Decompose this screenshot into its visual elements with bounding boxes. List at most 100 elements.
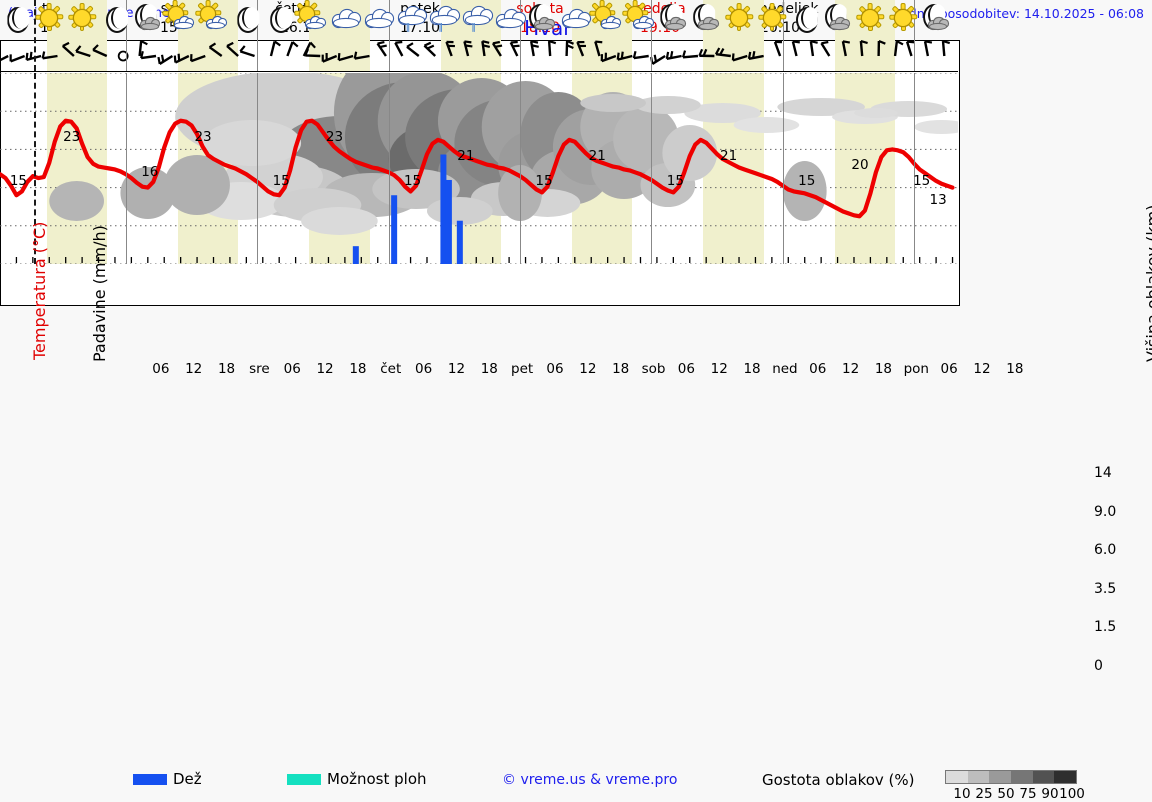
temperature-label-max: 20 (851, 157, 868, 173)
wind-barb (63, 43, 74, 56)
cloudheight-tick: 6.0 (1094, 542, 1116, 558)
wind-barb (511, 42, 520, 56)
day-separator (126, 73, 127, 264)
x-tick-label: 06 (546, 361, 563, 377)
temperature-label-max: 23 (194, 129, 211, 145)
wind-barb (602, 53, 616, 61)
day-separator (651, 40, 652, 71)
wind-barb (158, 55, 172, 64)
cloud-density-tick: 100 (1059, 786, 1085, 802)
x-tick-label: 18 (349, 361, 366, 377)
x-tick-label: 18 (875, 361, 892, 377)
temperature-label-min: 15 (798, 173, 815, 189)
day-separator (783, 73, 784, 264)
wind-barb (424, 43, 435, 56)
cloudheight-tick: 14 (1094, 465, 1112, 481)
x-tick-label: sob (642, 361, 666, 377)
current-time-line (34, 40, 36, 71)
cloudheight-tick: 9.0 (1094, 504, 1116, 520)
x-tick-label: 18 (1006, 361, 1023, 377)
wind-barb (227, 43, 238, 56)
day-separator (389, 40, 390, 71)
cloud-density-tick: 50 (997, 786, 1014, 802)
day-separator (783, 40, 784, 71)
temperature-label-max: 21 (589, 148, 606, 164)
temperature-label-min: 16 (141, 164, 158, 180)
wind-barb (0, 56, 8, 63)
temperature-axis-title: Temperatura (°C) (30, 222, 49, 360)
wind-barb (305, 49, 320, 56)
x-tick-label: pon (904, 361, 929, 377)
day-separator (520, 40, 521, 71)
temperature-label-min: 13 (930, 192, 947, 208)
x-tick-label: 12 (579, 361, 596, 377)
wind-barb (811, 41, 818, 56)
copyright-link[interactable]: © vreme.us & vreme.pro (502, 772, 677, 788)
wind-barb (907, 42, 914, 56)
wind-barb (210, 43, 222, 56)
cloudheight-tick: 0 (1094, 658, 1103, 674)
day-separator (914, 73, 915, 264)
day-separator (520, 73, 521, 264)
wind-barb (733, 53, 747, 60)
cloud-density-tick: 25 (975, 786, 992, 802)
weather-icons-band: ‖‖‖ (0, 40, 958, 72)
temperature-label-min: 15 (535, 173, 552, 189)
x-tick-label: pet (511, 361, 533, 377)
x-tick-label: 12 (973, 361, 990, 377)
wind-barb (716, 48, 731, 56)
wind-barb (191, 54, 205, 61)
wind-barbs (0, 40, 958, 72)
temperature-label-max: 21 (457, 148, 474, 164)
wind-barb (683, 51, 698, 58)
day-separator (389, 73, 390, 264)
cloud-density-step (1054, 771, 1076, 783)
wind-barb (699, 49, 714, 56)
x-tick-label: 06 (809, 361, 826, 377)
wind-barb (634, 51, 649, 58)
wind-barb (140, 41, 148, 56)
x-tick-label: ned (772, 361, 797, 377)
cloud-density-colorbar (945, 770, 1077, 784)
wind-barb (925, 41, 932, 56)
temperature-label-max: 23 (63, 129, 80, 145)
wind-barb (287, 42, 297, 56)
wind-barb (240, 46, 254, 56)
x-tick-label: 18 (612, 361, 629, 377)
temperature-label-min: 15 (667, 173, 684, 189)
wind-barb (339, 53, 353, 60)
cloud-density-tick: 75 (1019, 786, 1036, 802)
wind-barb (651, 55, 665, 64)
wind-barb (567, 41, 574, 56)
wind-barb (395, 42, 402, 56)
cloudheight-axis-title: Višina oblakov (km) (1143, 205, 1152, 362)
rain-legend-swatch (133, 774, 167, 785)
wind-barb (861, 41, 868, 56)
shower-legend-label: Možnost ploh (327, 770, 427, 788)
x-tick-label: 06 (284, 361, 301, 377)
wind-barb (879, 41, 886, 56)
temperature-label-min: 15 (10, 173, 27, 189)
wind-barb (323, 53, 337, 62)
wind-barb (76, 46, 90, 56)
rain-legend-label: Dež (173, 770, 202, 788)
wind-barb (378, 42, 387, 56)
wind-barb (11, 54, 25, 61)
wind-barb (482, 41, 489, 56)
temperature-label-min: 15 (913, 173, 930, 189)
legend: Dež Možnost ploh © vreme.us & vreme.pro … (0, 384, 1152, 440)
cloud-density-step (1033, 771, 1055, 783)
temperature-label-min: 15 (273, 173, 290, 189)
cloudheight-tick: 1.5 (1094, 619, 1116, 635)
temperature-label-min: 15 (404, 173, 421, 189)
day-separator (914, 40, 915, 71)
wind-barb (43, 52, 58, 59)
x-tick-label: 06 (678, 361, 695, 377)
wind-barb (141, 51, 156, 58)
cloud-density-step (946, 771, 968, 783)
x-tick-label: 12 (711, 361, 728, 377)
wind-barb (775, 42, 782, 56)
wind-barb (175, 54, 189, 63)
